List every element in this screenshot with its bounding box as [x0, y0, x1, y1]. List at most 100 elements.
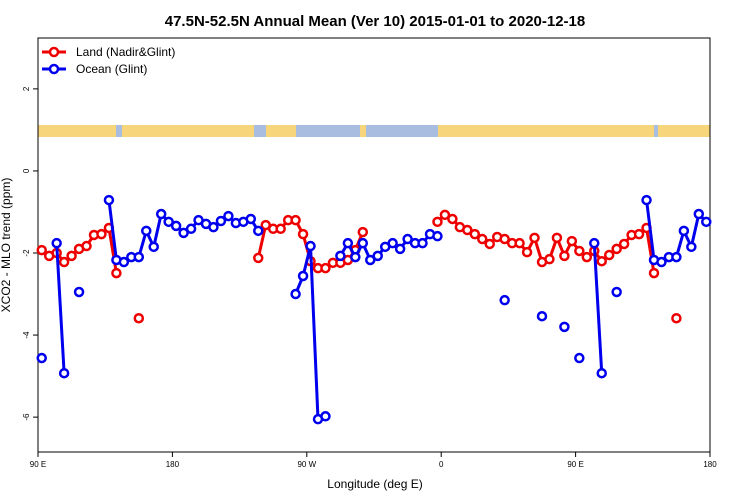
y-tick-label: -2: [22, 249, 31, 257]
land-strip: [266, 125, 296, 137]
data-point: [559, 250, 570, 262]
data-point: [342, 237, 354, 249]
legend-label: Land (Nadir&Glint): [76, 45, 175, 59]
land-strip: [360, 125, 366, 137]
data-point: [611, 243, 622, 255]
data-point: [484, 238, 495, 250]
series-line: [55, 243, 66, 374]
data-point: [678, 225, 690, 237]
data-point: [297, 228, 309, 240]
x-axis-label: Longitude (deg E): [327, 477, 422, 491]
data-point: [365, 254, 376, 266]
y-axis-label: XCO2 - MLO trend (ppm): [0, 178, 13, 313]
data-point: [514, 237, 525, 249]
data-point: [103, 194, 115, 206]
data-point: [402, 233, 413, 245]
land-strip: [38, 125, 116, 137]
y-tick-label: -6: [22, 413, 31, 421]
series: [36, 194, 712, 425]
data-point: [499, 294, 510, 306]
data-point: [290, 288, 301, 300]
data-point: [559, 321, 570, 333]
data-point: [245, 213, 257, 225]
data-point: [536, 310, 548, 322]
x-tick-label: 180: [703, 460, 717, 469]
data-point: [350, 251, 361, 263]
data-point: [589, 237, 600, 249]
data-point: [521, 246, 533, 258]
data-point: [66, 250, 77, 262]
data-point: [163, 216, 174, 228]
data-point: [671, 251, 682, 263]
data-point: [320, 262, 331, 274]
data-point: [574, 245, 585, 257]
data-point: [253, 252, 264, 264]
data-point: [36, 352, 47, 364]
land-strip: [438, 125, 654, 137]
data-point: [394, 243, 406, 255]
legend-marker: [48, 46, 60, 58]
data-point: [611, 286, 622, 298]
data-point: [148, 241, 159, 253]
data-point: [253, 225, 264, 237]
data-point: [141, 225, 152, 237]
data-point: [551, 232, 563, 244]
x-tick-label: 180: [166, 460, 180, 469]
data-point: [656, 256, 667, 268]
data-point: [633, 228, 645, 240]
data-point: [170, 220, 182, 232]
data-point: [641, 194, 652, 206]
data-point: [305, 240, 316, 252]
data-point: [133, 312, 145, 324]
x-tick-label: 90 E: [30, 460, 46, 469]
y-tick-label: 2: [22, 86, 31, 91]
data-point: [320, 411, 331, 422]
data-point: [499, 233, 510, 245]
land-strip: [122, 125, 254, 137]
plot-frame: [37, 37, 711, 453]
data-point: [357, 226, 369, 238]
data-point: [223, 210, 234, 222]
data-point: [417, 237, 428, 249]
data-point: [462, 224, 473, 236]
data-point: [36, 244, 47, 256]
x-tick-label: 90 W: [297, 460, 316, 469]
data-point: [574, 352, 585, 364]
series-line: [592, 243, 604, 374]
data-point: [58, 367, 70, 379]
data-point: [596, 367, 607, 379]
data-point: [581, 251, 593, 263]
data-point: [297, 270, 309, 282]
data-point: [372, 250, 383, 262]
data-point: [73, 286, 85, 298]
data-point: [58, 256, 70, 268]
y-tick-label: -4: [22, 331, 31, 339]
data-point: [335, 250, 346, 262]
series: [36, 209, 682, 324]
data-point: [215, 215, 227, 227]
data-point: [603, 249, 615, 261]
data-point: [693, 208, 705, 220]
data-point: [447, 213, 458, 225]
legend-marker: [48, 63, 60, 75]
data-point: [566, 235, 578, 247]
land-strip: [658, 125, 710, 137]
data-point: [111, 267, 122, 279]
data-point: [529, 232, 540, 244]
y-tick-label: 0: [22, 168, 31, 173]
chart-title: 47.5N-52.5N Annual Mean (Ver 10) 2015-01…: [165, 13, 585, 30]
data-point: [357, 237, 369, 249]
data-point: [133, 251, 145, 263]
land-ocean-strip: [38, 125, 710, 137]
data-point: [671, 312, 682, 324]
data-point: [185, 223, 197, 235]
data-point: [96, 228, 107, 240]
data-point: [686, 241, 697, 253]
data-point: [155, 208, 167, 220]
legend-label: Ocean (Glint): [76, 62, 147, 76]
data-point: [477, 233, 488, 245]
data-point: [432, 216, 443, 228]
data-point: [275, 223, 286, 235]
data-point: [439, 209, 451, 221]
